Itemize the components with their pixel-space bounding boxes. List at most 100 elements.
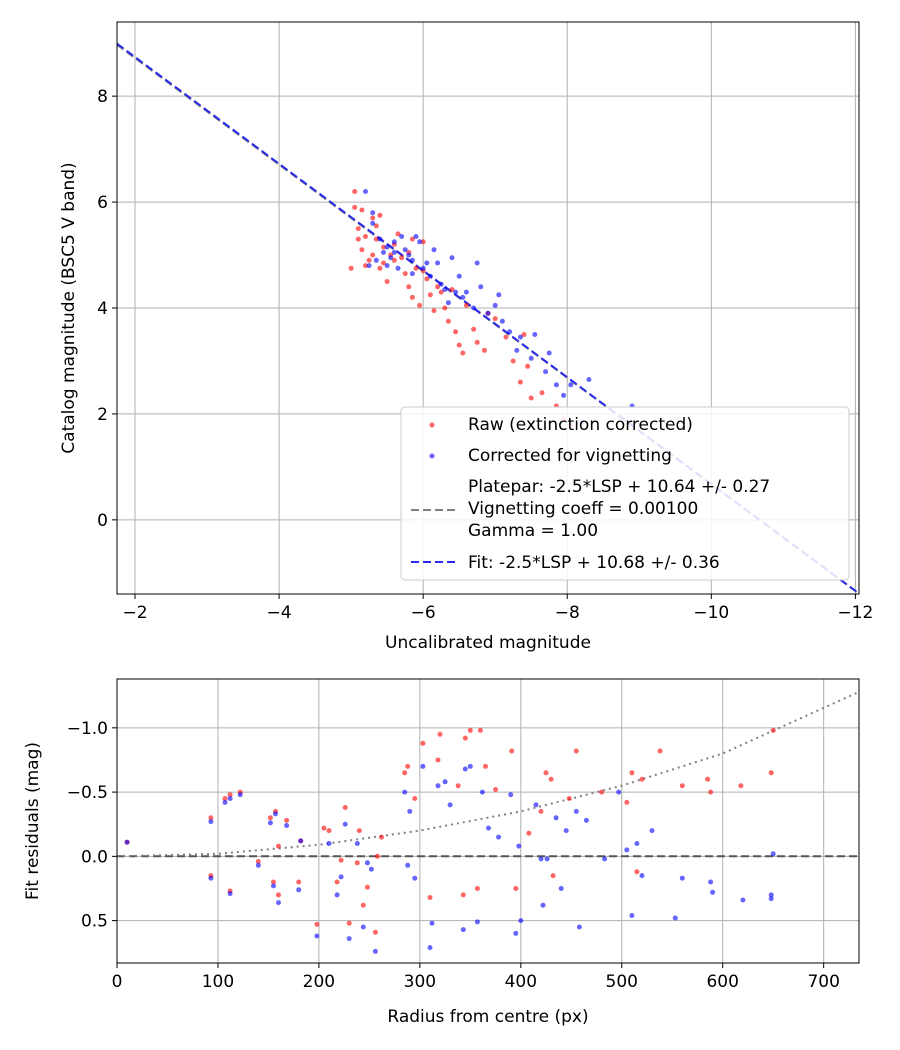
bottom-point-corrected — [553, 815, 559, 821]
top-xtick-label: −8 — [555, 603, 580, 623]
bottom-point-corrected — [513, 930, 519, 936]
top-point-corrected — [377, 236, 383, 242]
top-point-raw — [492, 316, 498, 322]
bottom-point-corrected — [679, 875, 685, 881]
top-point-corrected — [388, 255, 394, 261]
bottom-point-corrected — [629, 913, 635, 918]
top-point-corrected — [543, 369, 549, 375]
bottom-point-corrected — [558, 886, 564, 891]
bottom-point-corrected — [267, 820, 273, 826]
bottom-point-corrected — [405, 862, 411, 868]
bottom-point-corrected — [427, 945, 433, 951]
bottom-point-raw — [402, 770, 408, 776]
bottom-xtick-label: 600 — [706, 972, 738, 992]
top-point-raw — [413, 265, 419, 271]
bottom-point-raw — [513, 886, 519, 891]
top-point-raw — [409, 236, 415, 242]
bottom-point-corrected — [255, 862, 261, 868]
legend-label-vignetting: Vignetting coeff = 0.00100 — [468, 499, 698, 519]
top-point-corrected — [384, 244, 390, 250]
bottom-point-corrected — [508, 792, 514, 798]
top-point-raw — [431, 308, 437, 314]
bottom-point-corrected — [447, 802, 453, 808]
top-point-corrected — [474, 260, 480, 266]
legend-box — [400, 406, 850, 581]
bottom-point-raw — [738, 783, 744, 789]
bottom-point-raw — [493, 787, 499, 792]
top-point-corrected — [514, 347, 520, 353]
bottom-point-raw — [271, 879, 276, 885]
bottom-ytick-label: 0.0 — [81, 847, 108, 867]
bottom-point-corrected — [407, 808, 413, 814]
top-point-raw — [463, 302, 469, 308]
top-point-corrected — [546, 350, 552, 356]
bottom-point-raw — [548, 776, 554, 782]
top-point-raw — [359, 247, 365, 253]
top-point-raw — [427, 292, 433, 298]
top-point-corrected — [445, 300, 451, 306]
top-xtick-label: −10 — [693, 603, 729, 623]
top-point-corrected — [442, 287, 448, 292]
bottom-ytick-label: −0.5 — [67, 783, 108, 803]
bottom-point-corrected — [672, 915, 678, 921]
bottom-xtick-label: 0 — [112, 972, 123, 992]
top-point-corrected — [528, 355, 534, 361]
bottom-point-corrected — [338, 874, 344, 880]
bottom-point-corrected — [624, 847, 630, 853]
top-point-raw — [409, 294, 415, 300]
bottom-point-raw — [284, 817, 290, 823]
top-point-corrected — [395, 265, 401, 271]
bottom-ylabel: Fit residuals (mag) — [23, 742, 43, 900]
bottom-point-corrected — [710, 889, 716, 895]
bottom-point-raw — [338, 857, 344, 863]
top-point-raw — [366, 257, 372, 263]
bottom-point-raw — [634, 869, 640, 875]
top-point-raw — [377, 212, 383, 218]
bottom-point-corrected — [768, 892, 774, 898]
top-point-corrected — [424, 260, 430, 266]
bottom-point-raw — [346, 920, 352, 926]
bottom-point-corrected — [412, 875, 418, 881]
bottom-point-raw — [375, 853, 380, 859]
bottom-point-corrected — [639, 873, 645, 879]
top-point-corrected — [471, 305, 477, 311]
bottom-point-raw — [364, 884, 370, 890]
bottom-point-raw — [342, 805, 348, 810]
top-point-corrected — [460, 294, 466, 300]
bottom-point-corrected — [402, 789, 408, 795]
top-point-corrected — [532, 332, 538, 337]
bottom-point-raw — [412, 796, 418, 801]
bottom-point-raw — [435, 757, 441, 763]
bottom-point-raw — [770, 727, 776, 733]
top-point-raw — [442, 305, 448, 311]
top-point-raw — [363, 263, 368, 269]
top-ylabel: Catalog magnitude (BSC5 V band) — [59, 162, 79, 453]
bottom-chart: 0 100 200 300 400 500 600 700 0.5 0.0 −0.5 −1.0 Rad… — [23, 678, 860, 1027]
bottom-point-raw — [538, 808, 544, 814]
bottom-point-corrected — [540, 902, 546, 908]
top-point-raw — [352, 204, 358, 210]
bottom-point-raw — [222, 796, 228, 801]
top-point-corrected — [413, 234, 419, 239]
bottom-point-raw — [573, 748, 579, 754]
bottom-point-corrected — [544, 856, 550, 862]
bottom-point-corrected — [467, 763, 473, 769]
bottom-point-raw — [474, 886, 480, 891]
bottom-point-raw — [372, 929, 378, 935]
top-point-corrected — [417, 239, 423, 245]
bottom-gridlines — [116, 679, 859, 963]
top-point-corrected — [435, 260, 441, 266]
bottom-point-corrected — [768, 896, 774, 902]
bottom-point-raw — [599, 789, 605, 795]
bottom-point-raw — [467, 727, 473, 733]
top-ytick-label: 6 — [97, 193, 108, 213]
bottom-point-corrected — [770, 851, 776, 857]
legend-label-raw: Raw (extinction corrected) — [468, 415, 693, 435]
bottom-point-corrected — [314, 933, 320, 939]
top-point-raw — [521, 332, 527, 337]
top-ytick-label: 4 — [97, 299, 108, 319]
bottom-point-corrected — [227, 891, 233, 897]
top-point-raw — [352, 189, 358, 194]
bottom-point-corrected — [538, 856, 544, 862]
bottom-point-raw — [624, 799, 630, 805]
